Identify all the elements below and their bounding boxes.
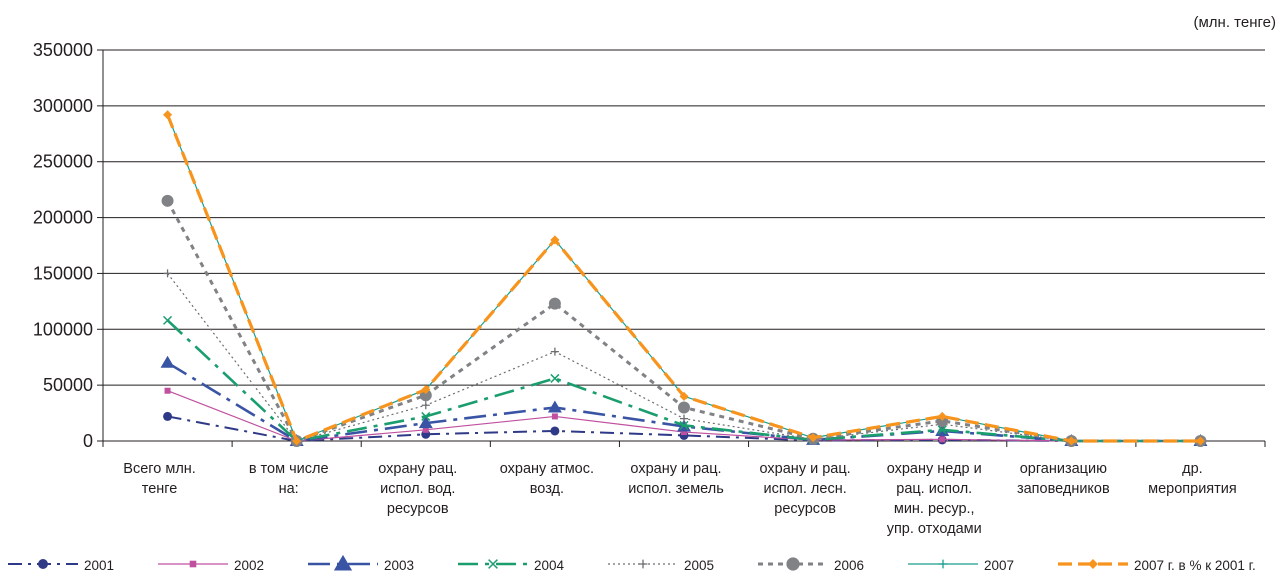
x-tick-label: испол. лесн. bbox=[763, 481, 846, 497]
legend-label: 2007 bbox=[984, 558, 1014, 573]
data-point bbox=[422, 426, 429, 433]
legend-label: 2002 bbox=[234, 558, 264, 573]
data-point bbox=[550, 235, 560, 245]
series-2006 bbox=[161, 194, 1207, 447]
data-point bbox=[550, 347, 559, 356]
x-tick-label: испол. земель bbox=[628, 481, 724, 497]
legend-item: 2002 bbox=[158, 558, 264, 573]
x-tick-label: возд. bbox=[530, 481, 564, 497]
data-point bbox=[638, 559, 648, 569]
y-tick-label: 250000 bbox=[33, 152, 93, 172]
y-tick-label: 300000 bbox=[33, 96, 93, 116]
legend-item: 2007 г. в % к 2001 г. bbox=[1058, 558, 1256, 573]
data-point bbox=[333, 554, 353, 571]
y-tick-label: 100000 bbox=[33, 319, 93, 339]
x-tick-label: охрану атмос. bbox=[500, 461, 594, 477]
unit-label: (млн. тенге) bbox=[1193, 14, 1277, 31]
data-point bbox=[160, 355, 175, 368]
data-point bbox=[937, 411, 947, 421]
data-point bbox=[161, 194, 174, 207]
data-point bbox=[163, 411, 173, 421]
legend-label: 2007 г. в % к 2001 г. bbox=[1134, 558, 1256, 573]
data-point bbox=[418, 416, 433, 429]
legend-label: 2006 bbox=[834, 558, 864, 573]
data-point bbox=[679, 391, 689, 401]
legend-label: 2004 bbox=[534, 558, 565, 573]
x-tick-label: ресурсов bbox=[387, 501, 449, 517]
x-tick-label: охрану и рац. bbox=[630, 461, 721, 477]
x-tick-label: охрану и рац. bbox=[760, 461, 851, 477]
data-point bbox=[163, 315, 173, 325]
legend-item: 2001 bbox=[8, 558, 114, 573]
series-2005 bbox=[163, 269, 1205, 445]
x-tick-label: мин. ресур., bbox=[894, 501, 975, 517]
y-tick-label: 150000 bbox=[33, 263, 93, 283]
legend-item: 2005 bbox=[608, 558, 714, 573]
data-point bbox=[551, 413, 558, 420]
x-tick-label: тенге bbox=[142, 481, 178, 497]
x-tick-label: охрану рац. bbox=[378, 461, 457, 477]
data-point bbox=[681, 429, 687, 436]
data-point bbox=[680, 414, 688, 423]
x-tick-label: Всего млн. bbox=[123, 461, 196, 477]
data-point bbox=[292, 436, 302, 446]
data-point bbox=[678, 401, 690, 414]
y-tick-label: 0 bbox=[83, 431, 93, 451]
x-tick-label: охрану недр и bbox=[887, 461, 982, 477]
data-point bbox=[939, 436, 946, 443]
data-point bbox=[1088, 559, 1098, 569]
data-point bbox=[548, 297, 561, 310]
legend-item: 2004 bbox=[458, 558, 565, 573]
data-point bbox=[679, 420, 689, 430]
data-point bbox=[786, 557, 800, 571]
x-tick-label: организацию bbox=[1020, 461, 1107, 477]
legend-item: 2006 bbox=[758, 557, 864, 573]
data-point bbox=[1066, 436, 1076, 446]
data-point bbox=[421, 401, 430, 410]
legend-label: 2003 bbox=[384, 558, 414, 573]
series-2007 г. в % к 2001 г. bbox=[163, 110, 1205, 446]
series-2004 bbox=[163, 315, 1205, 446]
legend-label: 2001 bbox=[84, 558, 114, 573]
data-point bbox=[488, 559, 498, 569]
x-tick-label: на: bbox=[279, 481, 299, 497]
y-tick-label: 50000 bbox=[43, 375, 93, 395]
x-tick-label: рац. испол. bbox=[896, 481, 972, 497]
x-tick-label: заповедников bbox=[1017, 481, 1110, 497]
data-point bbox=[938, 559, 948, 569]
x-tick-label: др. bbox=[1182, 461, 1203, 477]
data-point bbox=[547, 400, 562, 413]
x-tick-label: ресурсов bbox=[774, 501, 836, 517]
x-tick-label: в том числе bbox=[249, 461, 329, 477]
data-point bbox=[550, 373, 560, 383]
data-point bbox=[164, 387, 171, 394]
data-point bbox=[1195, 436, 1205, 446]
data-point bbox=[38, 559, 48, 569]
data-point bbox=[163, 110, 173, 120]
data-point bbox=[163, 269, 172, 278]
data-point bbox=[189, 560, 197, 568]
data-point bbox=[421, 411, 431, 421]
x-tick-label: упр. отходами bbox=[887, 521, 982, 537]
y-tick-label: 350000 bbox=[33, 40, 93, 60]
x-tick-label: испол. вод. bbox=[380, 481, 455, 497]
data-point bbox=[808, 433, 818, 443]
legend-item: 2003 bbox=[308, 554, 414, 573]
legend-item: 2007 bbox=[908, 558, 1014, 573]
data-point bbox=[937, 425, 947, 435]
x-tick-label: мероприятия bbox=[1148, 481, 1237, 497]
data-point bbox=[550, 426, 560, 436]
legend-label: 2005 bbox=[684, 558, 714, 573]
y-tick-label: 200000 bbox=[33, 208, 93, 228]
data-point bbox=[421, 385, 431, 395]
